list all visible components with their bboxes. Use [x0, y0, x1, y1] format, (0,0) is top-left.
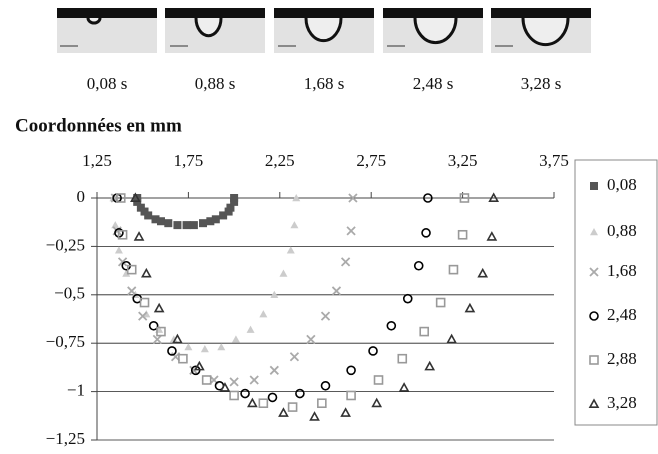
point: [230, 194, 238, 202]
point: [144, 211, 152, 219]
point: [157, 217, 165, 225]
point: [190, 221, 198, 229]
photo-label: 3,28 s: [521, 74, 562, 93]
photos: 0,08 s 0,88 s 1,68 s 2,48 s 3,28 s: [57, 8, 591, 93]
y-tick-label: −0,25: [46, 235, 85, 254]
photo: [165, 8, 265, 53]
x-tick-label: 1,25: [82, 151, 112, 170]
point: [164, 219, 172, 227]
y-tick-label: −1: [67, 381, 85, 400]
page: 0,08 s 0,88 s 1,68 s 2,48 s 3,28 s Coord…: [0, 0, 658, 454]
legend-label: 0,88: [607, 221, 637, 240]
x-tick-label: 1,75: [174, 151, 204, 170]
legend-label: 2,48: [607, 305, 637, 324]
photo-label: 2,48 s: [413, 74, 454, 93]
photo: [491, 8, 591, 53]
point: [212, 215, 220, 223]
x-tick-label: 3,75: [539, 151, 569, 170]
point: [199, 219, 207, 227]
legend-box: [575, 160, 657, 425]
legend-label: 3,28: [607, 393, 637, 412]
photo: [383, 8, 483, 53]
x-tick-label: 2,25: [265, 151, 295, 170]
legend-label: 1,68: [607, 261, 637, 280]
photo-label: 1,68 s: [304, 74, 345, 93]
photo-label: 0,08 s: [87, 74, 128, 93]
y-tick-label: −0,5: [54, 284, 85, 303]
y-tick-label: −0,75: [46, 332, 85, 351]
photo: [57, 8, 157, 53]
legend-label: 2,88: [607, 349, 637, 368]
chart-title: Coordonnées en mm: [15, 115, 182, 136]
y-tick-label: −1,25: [46, 429, 85, 448]
point: [183, 221, 191, 229]
x-tick-label: 2,75: [356, 151, 386, 170]
y-tick-label: 0: [77, 187, 86, 206]
photo: [274, 8, 374, 53]
legend-marker: [590, 182, 598, 190]
x-tick-label: 3,25: [448, 151, 478, 170]
legend-label: 0,08: [607, 175, 637, 194]
photo-label: 0,88 s: [195, 74, 236, 93]
point: [173, 221, 181, 229]
